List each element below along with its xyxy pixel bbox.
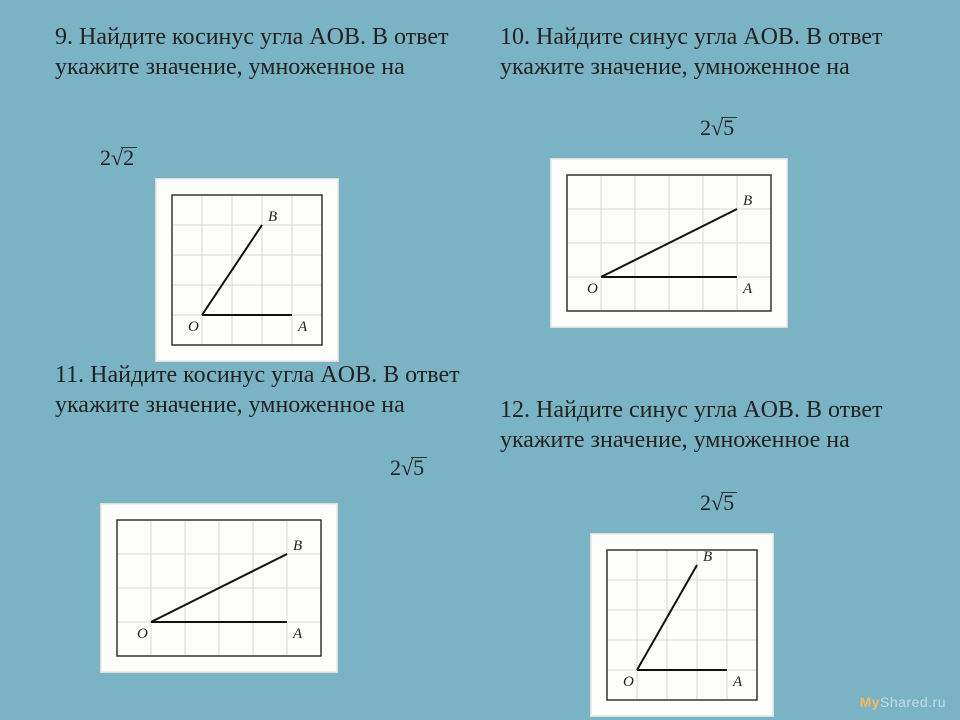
problem-9-text: 9. Найдите косинус угла AOB. В ответ ука… — [55, 22, 475, 82]
page: 9. Найдите косинус угла AOB. В ответ ука… — [0, 0, 960, 720]
svg-text:B: B — [293, 538, 302, 554]
problem-10-number: 10. — [500, 24, 530, 50]
problem-9: 9. Найдите косинус угла AOB. В ответ ука… — [55, 22, 475, 82]
problem-11-radicand: 5 — [411, 457, 427, 479]
svg-text:B: B — [703, 549, 712, 565]
problem-11-figure: O A B — [100, 503, 338, 673]
svg-text:O: O — [587, 281, 598, 297]
problem-10-multiplier: 2√5 — [700, 115, 737, 141]
problem-9-coeff: 2 — [100, 145, 111, 170]
problem-12-number: 12. — [500, 397, 530, 423]
problem-11-number: 11. — [55, 362, 84, 388]
problem-10-figure: O A B — [550, 158, 788, 328]
svg-text:A: A — [732, 674, 743, 690]
problem-11-body: Найдите косинус угла AOB. В ответ укажит… — [55, 362, 460, 418]
problem-10-figure-wrap: O A B — [550, 158, 788, 328]
problem-11-text: 11. Найдите косинус угла AOB. В ответ ук… — [55, 360, 475, 420]
problem-12-body: Найдите синус угла AOB. В ответ укажите … — [500, 397, 882, 453]
problem-12: 12. Найдите синус угла AOB. В ответ укаж… — [500, 395, 920, 455]
watermark-suffix: Shared.ru — [880, 694, 946, 710]
svg-text:B: B — [743, 193, 752, 209]
svg-text:O: O — [188, 319, 199, 335]
problem-12-multiplier: 2√5 — [700, 490, 737, 516]
problem-11-coeff: 2 — [390, 455, 401, 480]
problem-12-coeff: 2 — [700, 490, 711, 515]
problem-12-figure: O A B — [590, 533, 774, 717]
problem-11-figure-wrap: O A B — [100, 503, 338, 673]
svg-text:B: B — [268, 209, 277, 225]
problem-10: 10. Найдите синус угла AOB. В ответ укаж… — [500, 22, 920, 82]
problem-10-text: 10. Найдите синус угла AOB. В ответ укаж… — [500, 22, 920, 82]
problem-9-radicand: 2 — [121, 147, 137, 169]
problem-9-figure: O A B — [155, 178, 339, 362]
svg-text:A: A — [292, 626, 303, 642]
problem-9-multiplier: 2√2 — [100, 145, 137, 171]
problem-12-radicand: 5 — [721, 492, 737, 514]
problem-12-text: 12. Найдите синус угла AOB. В ответ укаж… — [500, 395, 920, 455]
problem-12-figure-wrap: O A B — [590, 533, 774, 717]
svg-text:O: O — [623, 674, 634, 690]
problem-11-multiplier: 2√5 — [390, 455, 427, 481]
problem-10-body: Найдите синус угла AOB. В ответ укажите … — [500, 24, 882, 80]
svg-text:A: A — [297, 319, 308, 335]
problem-10-radicand: 5 — [721, 117, 737, 139]
svg-text:A: A — [742, 281, 753, 297]
watermark: MyShared.ru — [860, 694, 946, 710]
problem-9-figure-wrap: O A B — [155, 178, 339, 362]
problem-9-body: Найдите косинус угла AOB. В ответ укажит… — [55, 24, 449, 80]
watermark-prefix: My — [860, 694, 880, 710]
problem-9-number: 9. — [55, 24, 73, 50]
problem-10-coeff: 2 — [700, 115, 711, 140]
problem-11: 11. Найдите косинус угла AOB. В ответ ук… — [55, 360, 475, 420]
svg-text:O: O — [137, 626, 148, 642]
